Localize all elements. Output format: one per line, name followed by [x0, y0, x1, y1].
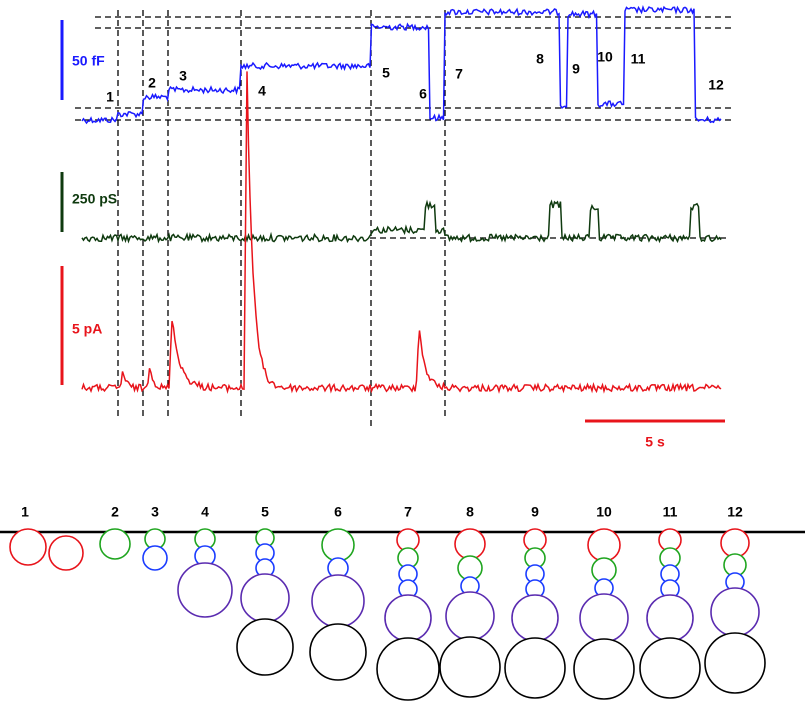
current-scale-label: 5 pA	[72, 321, 102, 337]
conductance-trace	[81, 199, 722, 244]
schematic-label: 11	[663, 504, 678, 520]
capacitance-scale-label: 50 fF	[72, 53, 105, 69]
event-label: 12	[708, 77, 724, 93]
schematic-label: 10	[596, 504, 612, 520]
vesicle	[511, 594, 559, 642]
current-trace	[81, 71, 722, 394]
capacitance-trace	[81, 4, 722, 125]
time-scale-label: 5 s	[645, 434, 665, 450]
vesicle	[142, 545, 168, 571]
schematic-label: 8	[466, 504, 474, 520]
conductance-scale-label: 250 pS	[72, 191, 117, 207]
event-label: 5	[382, 65, 390, 81]
vesicle	[236, 618, 294, 676]
vesicle	[587, 528, 621, 562]
vesicle	[639, 637, 701, 699]
schematic-label: 7	[404, 504, 412, 520]
schematic-label: 1	[21, 504, 29, 520]
vesicle	[240, 573, 290, 623]
schematic-label: 4	[201, 504, 209, 520]
event-label: 8	[536, 51, 544, 67]
vesicle	[9, 528, 47, 566]
schematic-label: 2	[111, 504, 119, 520]
vesicle	[720, 528, 750, 558]
vesicle	[579, 593, 629, 643]
event-label: 11	[631, 51, 646, 67]
vesicle	[321, 528, 355, 562]
vesicle	[48, 535, 84, 571]
vesicle	[445, 591, 495, 641]
event-label: 2	[148, 75, 156, 91]
vesicle	[384, 594, 432, 642]
vesicle	[99, 528, 131, 560]
event-label: 7	[455, 66, 463, 82]
vesicle	[573, 638, 635, 700]
vesicle	[646, 594, 694, 642]
guide-lines	[75, 10, 735, 430]
schematic-label: 5	[261, 504, 269, 520]
event-label: 9	[572, 61, 580, 77]
event-label: 10	[597, 49, 613, 65]
vesicle	[454, 528, 486, 560]
vesicle	[704, 632, 766, 694]
schematic-label: 6	[334, 504, 342, 520]
event-label: 4	[258, 83, 266, 99]
event-label: 3	[179, 68, 187, 84]
vesicle	[311, 574, 365, 628]
schematic-label: 9	[531, 504, 539, 520]
vesicle	[710, 587, 760, 637]
vesicle	[177, 562, 233, 618]
schematic-label: 12	[727, 504, 743, 520]
vesicle	[376, 637, 440, 701]
vesicle	[309, 623, 367, 681]
vesicle	[439, 636, 501, 698]
event-label: 6	[419, 86, 427, 102]
event-label: 1	[106, 89, 114, 105]
schematic-label: 3	[151, 504, 159, 520]
vesicle	[504, 637, 566, 699]
